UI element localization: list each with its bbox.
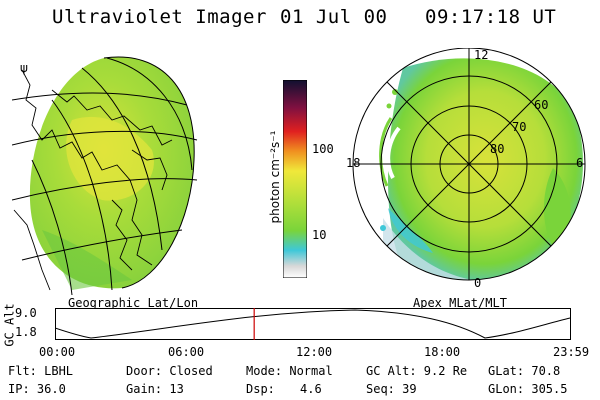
altitude-plot [55, 308, 571, 340]
ip-info: IP: 36.0 [8, 382, 66, 396]
seq-info: Seq: 39 [366, 382, 417, 396]
dsp-info-value: 4.6 [300, 382, 322, 396]
colorbar-tick-100: 100 [312, 142, 334, 156]
filter-info: Flt: LBHL [8, 364, 74, 378]
geographic-image: ψ [12, 56, 198, 296]
polar-image [352, 48, 586, 281]
altitude-ytick-high: 9.0 [15, 306, 37, 320]
colorbar-tick-10: 10 [312, 228, 327, 242]
altitude-xtick-1800: 18:00 [424, 345, 461, 359]
mlt-label-18: 18 [346, 156, 361, 170]
altitude-xtick-0000: 00:00 [39, 345, 76, 359]
altitude-xtick-0600: 06:00 [168, 345, 205, 359]
altitude-xtick-2359: 23:59 [553, 345, 590, 359]
altitude-curve [55, 309, 571, 339]
mlt-label-6: 6 [576, 156, 584, 170]
gc-alt-info: GC Alt: 9.2 Re [366, 364, 468, 378]
date-label: 01 Jul 00 [280, 6, 388, 28]
lat-label-80: 80 [490, 142, 505, 156]
mode-info: Mode: Normal [246, 364, 333, 378]
polar-label: Apex MLat/MLT [413, 296, 507, 310]
time-label: 09:17:18 UT [425, 6, 557, 28]
geographic-label: Geographic Lat/Lon [68, 296, 199, 310]
gain-info: Gain: 13 [126, 382, 184, 396]
altitude-xtick-1200: 12:00 [296, 345, 333, 359]
mlt-label-12: 12 [474, 48, 489, 62]
mlt-label-0: 0 [474, 276, 482, 290]
lat-label-60: 60 [534, 98, 549, 112]
instrument-title: Ultraviolet Imager [52, 6, 267, 28]
colorbar [283, 80, 307, 278]
door-info: Door: Closed [126, 364, 213, 378]
glat-info: GLat: 70.8 [488, 364, 561, 378]
dsp-info-label: Dsp: [246, 382, 275, 396]
glon-info: GLon: 305.5 [488, 382, 568, 396]
lat-label-70: 70 [512, 120, 527, 134]
svg-text:ψ: ψ [20, 61, 28, 75]
altitude-ytick-low: 1.8 [15, 325, 37, 339]
colorbar-unit-label: photon cm⁻²s⁻¹ [268, 130, 282, 224]
